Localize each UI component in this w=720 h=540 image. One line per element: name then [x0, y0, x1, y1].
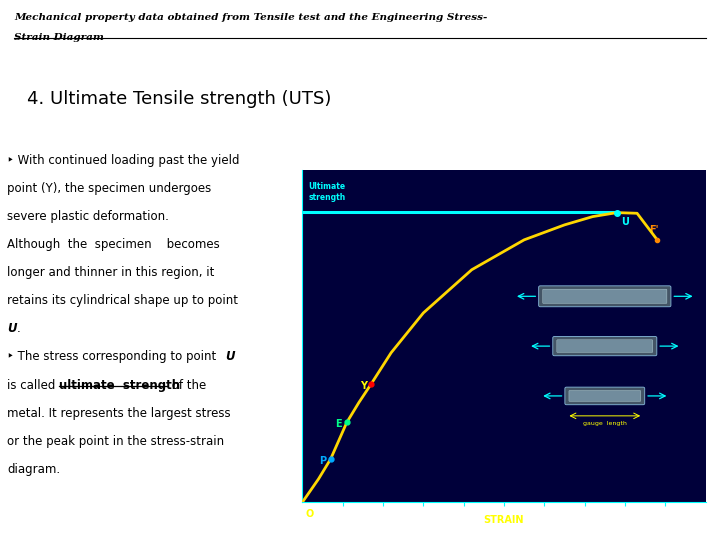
FancyBboxPatch shape — [543, 289, 667, 303]
FancyBboxPatch shape — [557, 340, 653, 353]
Text: Y: Y — [360, 381, 366, 391]
Text: .: . — [17, 322, 20, 335]
Text: U: U — [7, 322, 17, 335]
Text: F': F' — [649, 225, 659, 235]
Text: metal. It represents the largest stress: metal. It represents the largest stress — [7, 407, 231, 420]
Text: longer and thinner in this region, it: longer and thinner in this region, it — [7, 266, 215, 279]
FancyBboxPatch shape — [539, 286, 671, 307]
FancyBboxPatch shape — [569, 390, 641, 401]
X-axis label: STRAIN: STRAIN — [484, 515, 524, 525]
Text: U: U — [225, 350, 235, 363]
Text: ultimate  strength: ultimate strength — [59, 379, 180, 392]
Text: O: O — [305, 509, 314, 519]
Text: 4. Ultimate Tensile strength (UTS): 4. Ultimate Tensile strength (UTS) — [27, 90, 332, 107]
Text: gauge  length: gauge length — [583, 421, 626, 426]
Text: point (Y), the specimen undergoes: point (Y), the specimen undergoes — [7, 182, 212, 195]
Text: Strain Diagram: Strain Diagram — [14, 33, 104, 43]
Text: U: U — [621, 217, 629, 227]
FancyBboxPatch shape — [553, 336, 657, 356]
Text: is called: is called — [7, 379, 63, 392]
Text: Ultimate
strength: Ultimate strength — [308, 181, 346, 201]
Text: Although  the  specimen    becomes: Although the specimen becomes — [7, 238, 220, 251]
Text: E: E — [336, 420, 342, 429]
Text: diagram.: diagram. — [7, 463, 60, 476]
Text: of the: of the — [168, 379, 207, 392]
Text: ‣ With continued loading past the yield: ‣ With continued loading past the yield — [7, 154, 240, 167]
Text: Mechanical property data obtained from Tensile test and the Engineering Stress-: Mechanical property data obtained from T… — [14, 14, 487, 23]
Text: P: P — [320, 456, 326, 466]
Text: ‣ The stress corresponding to point: ‣ The stress corresponding to point — [7, 350, 220, 363]
Text: retains its cylindrical shape up to point: retains its cylindrical shape up to poin… — [7, 294, 238, 307]
Text: severe plastic deformation.: severe plastic deformation. — [7, 210, 169, 223]
FancyBboxPatch shape — [565, 387, 644, 404]
Text: or the peak point in the stress-strain: or the peak point in the stress-strain — [7, 435, 225, 448]
